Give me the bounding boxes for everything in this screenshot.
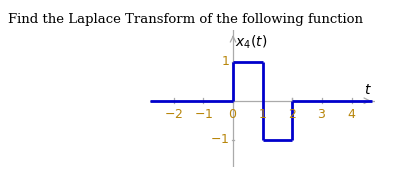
Text: $1$: $1$ [258,108,267,121]
Text: $2$: $2$ [288,108,297,121]
Text: $-1$: $-1$ [194,108,213,121]
Text: $4$: $4$ [347,108,356,121]
Text: $x_4(t)$: $x_4(t)$ [235,33,267,51]
Text: $3$: $3$ [318,108,326,121]
Text: $-1$: $-1$ [210,133,229,146]
Text: $t$: $t$ [365,83,372,97]
Text: Find the Laplace Transform of the following function: Find the Laplace Transform of the follow… [8,13,363,26]
Text: $-2$: $-2$ [164,108,183,121]
Text: $0$: $0$ [228,108,238,121]
Text: $1$: $1$ [221,55,229,68]
